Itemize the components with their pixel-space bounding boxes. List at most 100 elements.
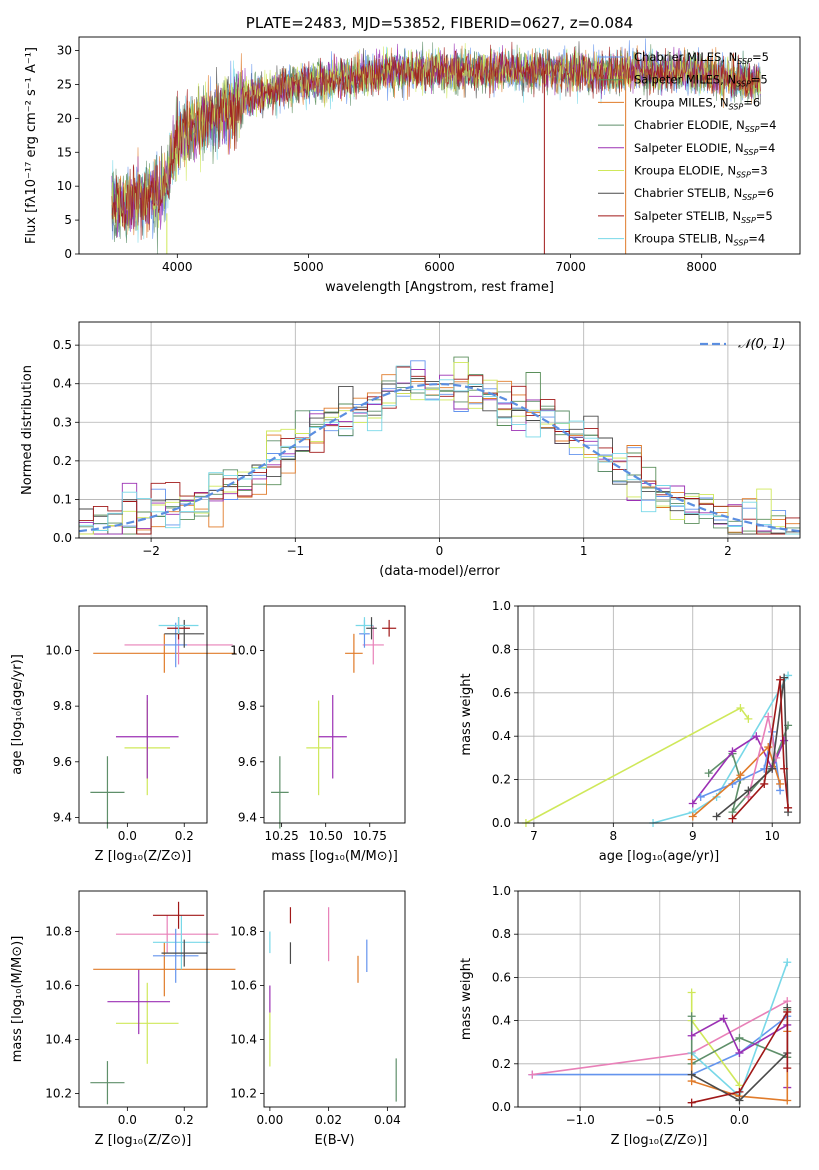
x-tick-label: 0.0 bbox=[730, 1113, 749, 1127]
y-tick-label: 30 bbox=[57, 44, 72, 58]
y-tick-label: 25 bbox=[57, 77, 72, 91]
x-tick-label: −2 bbox=[142, 544, 160, 558]
y-tick-label: 0.6 bbox=[492, 970, 511, 984]
x-tick-label: −1 bbox=[286, 544, 304, 558]
axes-frame bbox=[78, 36, 801, 255]
weight-marker bbox=[760, 779, 769, 788]
weight-marker bbox=[735, 1033, 744, 1042]
weight-marker bbox=[776, 675, 785, 684]
histogram-series bbox=[79, 365, 800, 535]
x-tick-label: 0.0 bbox=[118, 1113, 137, 1127]
weight-marker bbox=[780, 764, 789, 773]
weight-marker bbox=[719, 1014, 728, 1023]
x-tick-label: 2 bbox=[724, 544, 732, 558]
y-tick-label: 9.6 bbox=[238, 755, 257, 769]
weight-series-line bbox=[692, 745, 781, 818]
weight-marker bbox=[783, 958, 792, 967]
x-tick-label: 10.75 bbox=[353, 829, 387, 843]
weight-marker bbox=[712, 812, 721, 821]
y-tick-label: 0.0 bbox=[53, 531, 72, 545]
weight-marker bbox=[744, 786, 753, 795]
y-tick-label: 10.2 bbox=[230, 1087, 257, 1101]
weight-marker bbox=[687, 1012, 696, 1021]
x-tick-label: 0.0 bbox=[118, 829, 137, 843]
x-tick-label: 0.2 bbox=[175, 1113, 194, 1127]
x-axis-label: Z [log₁₀(Z/Z⊙)] bbox=[95, 1133, 192, 1148]
axes-frame bbox=[263, 605, 406, 824]
x-tick-label: 10.50 bbox=[309, 829, 343, 843]
panel-age_vs_Z: 0.0 0.2 9.4 9.6 9.8 10.0 Z [log₁₀(Z/Z⊙)] age [l… bbox=[10, 605, 236, 864]
weight-marker bbox=[688, 812, 697, 821]
y-tick-label: 0.2 bbox=[492, 1057, 511, 1071]
weight-marker bbox=[528, 1070, 537, 1079]
x-tick-label: 5000 bbox=[293, 260, 324, 274]
y-tick-label: 10.2 bbox=[45, 1087, 72, 1101]
y-tick-label: 10.8 bbox=[45, 925, 72, 939]
y-axis-label: mass weight bbox=[459, 673, 474, 755]
x-axis-label: Z [log₁₀(Z/Z⊙)] bbox=[95, 849, 192, 864]
legend-entry: Chabrier STELIB, NSSP=6 bbox=[634, 186, 774, 202]
gaussian-line bbox=[78, 382, 801, 533]
y-tick-label: 1.0 bbox=[492, 884, 511, 898]
axes-frame bbox=[517, 605, 801, 824]
y-tick-label: 0.0 bbox=[492, 1100, 511, 1114]
weight-marker bbox=[688, 799, 697, 808]
x-tick-label: 0.00 bbox=[257, 1113, 284, 1127]
y-axis-label: age [log₁₀(age/yr)] bbox=[10, 654, 25, 775]
y-tick-label: 0.4 bbox=[492, 729, 511, 743]
x-axis-label: wavelength [Angstrom, rest frame] bbox=[325, 280, 554, 295]
panel-mass_vs_Z: 0.0 0.2 10.2 10.4 10.6 10.8 Z [log₁₀(Z/Z⊙)] mas… bbox=[10, 890, 236, 1148]
y-tick-label: 10 bbox=[57, 179, 72, 193]
y-tick-label: 0.1 bbox=[53, 492, 72, 506]
x-tick-label: 1 bbox=[580, 544, 588, 558]
x-tick-label: 0 bbox=[436, 544, 444, 558]
y-tick-label: 10.8 bbox=[230, 925, 257, 939]
y-tick-label: 0.8 bbox=[492, 642, 511, 656]
weight-marker bbox=[776, 779, 785, 788]
y-tick-label: 20 bbox=[57, 111, 72, 125]
y-tick-label: 10.4 bbox=[230, 1033, 257, 1047]
y-tick-label: 9.8 bbox=[238, 699, 257, 713]
x-tick-label: 0.04 bbox=[374, 1113, 401, 1127]
y-tick-label: 15 bbox=[57, 145, 72, 159]
y-tick-label: 0.4 bbox=[53, 377, 72, 391]
weight-marker bbox=[696, 792, 705, 801]
weight-marker bbox=[728, 747, 737, 756]
legend-entry: Kroupa ELODIE, NSSP=3 bbox=[634, 164, 768, 180]
weight-marker bbox=[735, 1096, 744, 1105]
x-tick-label: −0.5 bbox=[645, 1113, 674, 1127]
x-tick-label: 10 bbox=[765, 829, 780, 843]
x-tick-label: 9 bbox=[689, 829, 697, 843]
y-tick-label: 9.6 bbox=[53, 755, 72, 769]
y-axis-label: Normed distribution bbox=[20, 365, 35, 495]
x-tick-label: 7 bbox=[530, 829, 538, 843]
weight-marker bbox=[784, 803, 793, 812]
panel-age_vs_mass: 10.25 10.50 10.75 9.4 9.6 9.8 10.0 mass [log₁₀(… bbox=[230, 605, 406, 864]
y-axis-label: mass [log₁₀(M/M⊙)] bbox=[10, 936, 25, 1063]
axes-frame bbox=[78, 605, 208, 824]
weight-marker bbox=[783, 1096, 792, 1105]
panel-mass_vs_ebv: 0.00 0.02 0.04 10.2 10.4 10.6 10.8 E(B-V) bbox=[230, 890, 406, 1148]
weight-marker bbox=[735, 1049, 744, 1057]
axes-frame bbox=[78, 321, 801, 539]
x-axis-label: age [log₁₀(age/yr)] bbox=[599, 849, 720, 864]
weight-marker bbox=[687, 1055, 696, 1064]
weight-marker bbox=[752, 732, 761, 741]
legend-entry: Chabrier MILES, NSSP=5 bbox=[634, 50, 769, 66]
legend-entry: Chabrier ELODIE, NSSP=4 bbox=[634, 118, 776, 134]
x-tick-label: 8 bbox=[610, 829, 618, 843]
y-tick-label: 0.3 bbox=[53, 415, 72, 429]
weight-marker bbox=[687, 1031, 696, 1040]
x-tick-label: 8000 bbox=[686, 260, 717, 274]
x-axis-label: mass [log₁₀(M/M⊙)] bbox=[271, 849, 398, 864]
y-tick-label: 10.6 bbox=[45, 979, 72, 993]
legend-entry: Salpeter MILES, NSSP=5 bbox=[634, 73, 768, 89]
y-tick-label: 0.8 bbox=[492, 927, 511, 941]
y-tick-label: 9.4 bbox=[53, 810, 72, 824]
panel-spectrum: 4000 5000 6000 7000 8000 0 5 10 15 20 25 30 PLATE=24… bbox=[24, 14, 801, 295]
legend-entry: Kroupa STELIB, NSSP=4 bbox=[634, 232, 765, 248]
weight-marker bbox=[687, 1070, 696, 1079]
legend-entry: Salpeter ELODIE, NSSP=4 bbox=[634, 141, 775, 157]
weight-marker bbox=[728, 814, 737, 823]
